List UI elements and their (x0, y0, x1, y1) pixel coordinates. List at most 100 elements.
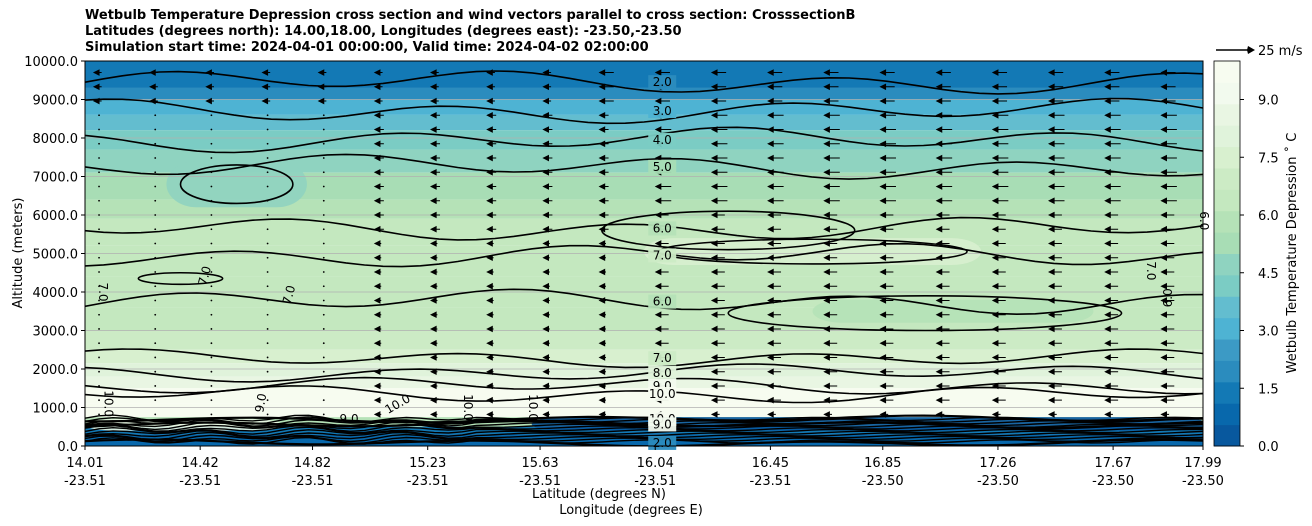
wind-vector (879, 240, 894, 247)
contour-band (85, 330, 1203, 350)
wind-vector (767, 69, 783, 76)
wind-vector (935, 268, 950, 276)
wind-vector (542, 168, 553, 176)
contour-label: 4.0 (653, 133, 672, 147)
wind-vector (991, 225, 1006, 233)
wind-vector (654, 282, 669, 290)
colorbar-tick-label: 3.0 (1258, 325, 1279, 340)
wind-vector (486, 339, 494, 347)
wind-vector (879, 140, 896, 148)
wind-vector (210, 385, 213, 387)
wind-vector (991, 368, 1006, 376)
wind-vector (542, 254, 550, 262)
wind-vector (879, 97, 895, 105)
colorbar-swatch (1214, 103, 1240, 126)
wind-vector (767, 126, 784, 133)
wind-vector (935, 140, 953, 148)
wind-vector (1104, 411, 1113, 418)
wind-vector (1160, 354, 1175, 361)
wind-vector (598, 211, 609, 219)
colorbar-frame (1213, 60, 1241, 447)
wind-vector (430, 382, 438, 390)
wind-vector (598, 254, 606, 262)
wind-vector (991, 254, 1006, 262)
wind-vector (154, 128, 157, 131)
wind-vector (991, 268, 1006, 276)
colorbar-swatch (1214, 296, 1240, 319)
wind-vector (1104, 154, 1121, 162)
wind-vector (205, 83, 215, 91)
wind-vector (1160, 126, 1177, 133)
x-tick-label-lat: 17.99 (1184, 456, 1221, 471)
wind-vector (266, 370, 269, 373)
wind-vector (767, 297, 782, 304)
chart-title-line-1: Wetbulb Temperature Depression cross sec… (85, 8, 856, 23)
wind-vector (935, 411, 945, 418)
wind-vector (261, 69, 271, 76)
wind-vector (1160, 183, 1177, 190)
wind-vector (98, 399, 100, 402)
wind-vector (373, 268, 382, 276)
contour-line (85, 438, 1203, 446)
wind-vector (266, 356, 269, 359)
wind-vector (598, 396, 606, 404)
wind-vector (322, 142, 325, 145)
wind-vector (98, 385, 100, 387)
wind-vector (430, 282, 438, 290)
wind-vector (373, 311, 382, 319)
wind-vector (210, 214, 213, 216)
wind-vector (98, 328, 100, 330)
wind-vector (598, 97, 614, 105)
wind-vector (767, 211, 782, 219)
wind-vector (154, 142, 157, 145)
wind-vector (767, 111, 784, 119)
wind-vector (542, 411, 550, 418)
wind-vector (935, 311, 950, 319)
contour-label-bg (648, 248, 677, 263)
wind-vector (991, 69, 1008, 76)
wind-vector (879, 111, 896, 119)
contour-line (85, 363, 1203, 383)
wind-vector (430, 368, 438, 376)
wind-vector (373, 154, 384, 162)
wind-vector (154, 171, 157, 174)
contour-label: 7.0 (280, 284, 298, 306)
y-axis: 0.0 1000.0 2000.0 3000.0 4000.0 5000.0 6000.0 7… (24, 55, 85, 455)
wind-vector (710, 354, 725, 361)
wind-vector (266, 185, 269, 188)
wind-vector (1104, 168, 1121, 176)
wind-vector (1048, 111, 1065, 119)
wind-vector (266, 157, 269, 159)
wind-key: 25 m/s (1216, 44, 1303, 59)
wind-vector (767, 396, 782, 404)
wind-vector (430, 83, 439, 91)
wind-vector (1048, 197, 1065, 205)
wind-vector (154, 185, 157, 188)
wind-vector (154, 370, 157, 373)
contour-line (85, 70, 1203, 95)
contour-label: 7.0 (196, 265, 214, 287)
contour-loop (727, 295, 1123, 332)
x-tick-label-lat: 16.45 (752, 456, 789, 471)
wind-vector (373, 297, 382, 304)
wind-vector (98, 256, 100, 259)
x-tick-label-lon: -23.51 (179, 474, 221, 489)
wind-vector (322, 185, 325, 188)
wind-vector (1160, 339, 1175, 347)
wind-vector (935, 382, 950, 390)
wind-vector (1048, 69, 1064, 76)
wind-vector (486, 197, 497, 205)
contour-label: 6.0 (653, 221, 672, 235)
wind-vector (210, 128, 213, 131)
wind-vector (98, 114, 100, 117)
wind-vector (823, 211, 838, 219)
wind-vector (767, 83, 783, 91)
wind-vector (373, 368, 382, 376)
wind-vector (767, 311, 782, 319)
wind-vector (710, 111, 728, 119)
wind-vector (935, 225, 950, 233)
contour-band (85, 61, 1203, 88)
wind-vector (322, 128, 325, 131)
wind-vector (542, 282, 550, 290)
colorbar-tick-label: 1.5 (1258, 382, 1279, 397)
